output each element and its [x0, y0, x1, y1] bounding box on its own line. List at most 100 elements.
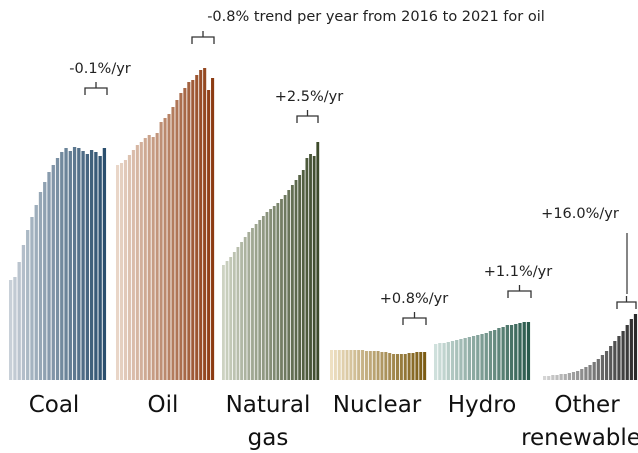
natural-gas-bar [276, 203, 280, 380]
nuclear-bar [403, 354, 407, 380]
natural-gas-bar [243, 237, 247, 380]
nuclear-bar [411, 353, 415, 380]
oil-bar [127, 155, 131, 380]
hydro-bar [497, 328, 501, 380]
other-renewables-bar [571, 372, 576, 380]
oil-bar-group [116, 68, 215, 380]
hydro-bar [471, 336, 476, 380]
oil-bar [143, 138, 147, 380]
natural-gas-bar [232, 252, 236, 380]
coal-bar [13, 277, 17, 380]
nuclear-category-label: Nuclear [333, 392, 422, 418]
coal-bar [43, 182, 47, 380]
natural-gas-bar [261, 216, 265, 380]
coal-bar [51, 165, 55, 380]
natural-gas-bar [283, 195, 287, 380]
nuclear-bar [384, 352, 388, 380]
hydro-bar [509, 325, 514, 380]
coal-bar [64, 148, 68, 380]
other-renewables-bar [567, 373, 571, 380]
natural-gas-category-label: Natural [226, 392, 311, 418]
oil-bar [116, 165, 120, 380]
hydro-bar [476, 335, 480, 380]
oil-trend-bracket [191, 31, 215, 44]
coal-bar [102, 148, 107, 380]
natural-gas-bar [265, 212, 269, 380]
natural-gas-bar-group [222, 142, 320, 380]
nuclear-trend-annotation: +0.8%/yr [380, 291, 448, 307]
other-renewables-bar [604, 351, 609, 380]
coal-bar [85, 154, 90, 380]
oil-bar [207, 90, 211, 380]
natural-gas-bar [272, 206, 276, 380]
coal-bar [17, 262, 21, 380]
nuclear-bar [380, 352, 384, 380]
coal-bar [38, 192, 43, 380]
hydro-bar [455, 340, 459, 380]
natural-gas-bar [247, 232, 251, 380]
natural-gas-bar [254, 224, 258, 380]
hydro-bar [493, 330, 497, 380]
hydro-bar [463, 338, 467, 380]
natural-gas-bar [305, 158, 309, 380]
hydro-bar [526, 322, 531, 380]
nuclear-bar [368, 351, 372, 380]
hydro-bar [480, 334, 484, 380]
natural-gas-bar [269, 209, 273, 380]
oil-bar [163, 118, 167, 380]
other-renewables-bar [584, 367, 588, 380]
natural-gas-bar [309, 154, 312, 380]
other-renewables-trend-annotation: +16.0%/yr [541, 206, 619, 222]
natural-gas-bar [236, 247, 240, 380]
coal-bar-group [9, 147, 107, 380]
oil-bar [191, 80, 195, 380]
oil-bar [123, 160, 128, 380]
nuclear-bar [353, 350, 357, 380]
nuclear-bar [415, 352, 419, 380]
natural-gas-trend-bracket [296, 110, 319, 123]
coal-bar [98, 156, 102, 380]
oil-bar [147, 135, 151, 380]
hydro-bar [522, 322, 526, 380]
oil-category-label: Oil [148, 392, 179, 418]
coal-trend-bracket [84, 82, 108, 95]
oil-bar [195, 75, 199, 380]
coal-bar [68, 151, 72, 380]
coal-bar [21, 245, 26, 380]
hydro-bar [438, 343, 442, 380]
natural-gas-bar [312, 156, 316, 380]
natural-gas-bar [301, 170, 305, 380]
coal-bar [81, 151, 85, 380]
other-renewables-bar [592, 362, 596, 380]
nuclear-bar [392, 354, 396, 380]
other-renewables-bar [613, 341, 617, 380]
nuclear-bar [399, 354, 403, 380]
nuclear-bar [345, 350, 349, 380]
hydro-trend-bracket [507, 285, 532, 298]
hydro-bar [514, 324, 518, 380]
oil-bar [175, 100, 179, 380]
other-renewables-bar [633, 314, 638, 380]
nuclear-bar-group [330, 350, 427, 380]
other-renewables-bar [551, 375, 555, 380]
oil-bar [135, 145, 139, 380]
other-renewables-bar [617, 336, 621, 380]
other-renewables-bar [547, 376, 551, 380]
coal-bar [77, 148, 81, 380]
coal-trend-annotation: -0.1%/yr [69, 61, 131, 77]
coal-bar [47, 172, 51, 380]
hydro-bar [505, 325, 509, 380]
oil-bar [155, 133, 159, 380]
oil-bar [199, 70, 203, 380]
nuclear-bar [395, 354, 399, 380]
oil-bar [187, 82, 191, 380]
other-renewables-bar [600, 355, 605, 380]
other-renewables-bar [625, 325, 629, 380]
hydro-bar [434, 344, 438, 380]
oil-bar [179, 93, 183, 380]
hydro-category-label: Hydro [448, 392, 517, 418]
hydro-bar-group [434, 322, 531, 380]
natural-gas-bar [225, 261, 229, 380]
oil-bar [159, 122, 163, 380]
